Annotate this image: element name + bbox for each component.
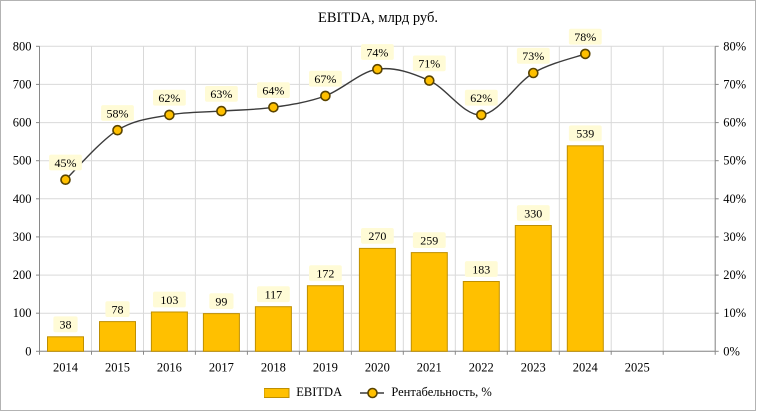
svg-text:2016: 2016 <box>157 360 182 374</box>
svg-text:2022: 2022 <box>469 360 494 374</box>
svg-text:117: 117 <box>265 288 283 302</box>
svg-text:80%: 80% <box>723 39 746 53</box>
svg-text:0: 0 <box>25 344 31 358</box>
svg-text:70%: 70% <box>723 77 746 91</box>
svg-text:73%: 73% <box>522 49 544 63</box>
svg-text:330: 330 <box>524 206 542 220</box>
svg-text:800: 800 <box>13 39 32 53</box>
svg-text:2020: 2020 <box>365 360 390 374</box>
svg-text:99: 99 <box>215 294 227 308</box>
svg-text:700: 700 <box>13 77 32 91</box>
svg-text:400: 400 <box>13 192 32 206</box>
svg-text:71%: 71% <box>418 57 440 71</box>
svg-text:200: 200 <box>13 268 32 282</box>
svg-text:10%: 10% <box>723 306 746 320</box>
svg-text:270: 270 <box>368 229 386 243</box>
svg-text:100: 100 <box>13 306 32 320</box>
svg-text:62%: 62% <box>470 91 492 105</box>
svg-text:500: 500 <box>13 154 32 168</box>
svg-text:38: 38 <box>60 318 72 332</box>
svg-text:62%: 62% <box>158 91 180 105</box>
svg-text:2021: 2021 <box>417 360 442 374</box>
svg-text:64%: 64% <box>262 83 284 97</box>
svg-text:2017: 2017 <box>209 360 234 374</box>
svg-text:60%: 60% <box>723 116 746 130</box>
svg-text:2024: 2024 <box>573 360 599 374</box>
svg-text:183: 183 <box>472 262 490 276</box>
svg-text:600: 600 <box>13 116 32 130</box>
svg-text:300: 300 <box>13 230 32 244</box>
svg-text:67%: 67% <box>314 72 336 86</box>
svg-text:40%: 40% <box>723 192 746 206</box>
svg-text:2015: 2015 <box>105 360 130 374</box>
svg-text:172: 172 <box>316 267 334 281</box>
svg-text:2025: 2025 <box>625 360 650 374</box>
svg-text:539: 539 <box>576 127 594 141</box>
svg-text:259: 259 <box>420 233 438 247</box>
svg-text:63%: 63% <box>210 87 232 101</box>
svg-text:2019: 2019 <box>313 360 338 374</box>
svg-text:58%: 58% <box>107 106 129 120</box>
svg-text:2023: 2023 <box>521 360 546 374</box>
svg-text:78%: 78% <box>574 30 596 44</box>
svg-text:2018: 2018 <box>261 360 286 374</box>
svg-text:50%: 50% <box>723 154 746 168</box>
svg-text:0%: 0% <box>723 344 740 358</box>
svg-text:45%: 45% <box>55 156 77 170</box>
svg-text:74%: 74% <box>366 45 388 59</box>
svg-text:103: 103 <box>160 293 178 307</box>
svg-text:20%: 20% <box>723 268 746 282</box>
svg-text:2014: 2014 <box>53 360 79 374</box>
svg-text:30%: 30% <box>723 230 746 244</box>
svg-text:78: 78 <box>112 302 124 316</box>
